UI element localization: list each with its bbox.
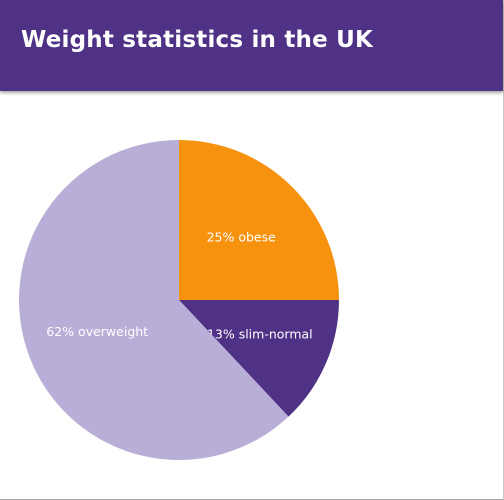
slice-label: 25% obese (207, 229, 277, 244)
slice-label: 13% slim-normal (207, 326, 313, 341)
slice-label: 62% overweight (46, 324, 148, 339)
pie-slice (18, 139, 289, 460)
header-bar: Weight statistics in the UK (0, 0, 503, 91)
pie-slice (179, 140, 339, 300)
pie-slice (179, 300, 339, 417)
chart-title: Weight statistics in the UK (21, 27, 373, 53)
